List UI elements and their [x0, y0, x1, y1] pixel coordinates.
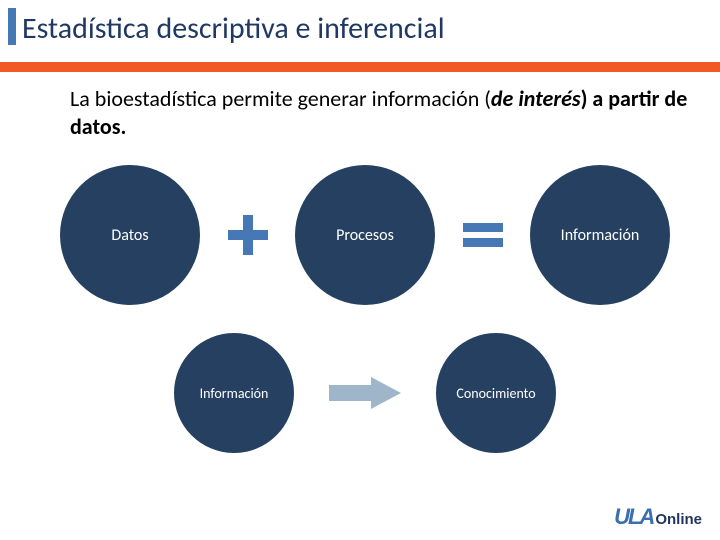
- intro-prefix: La bioestadística permite generar inform…: [70, 85, 491, 112]
- circle-conocimiento-label: Conocimiento: [456, 385, 535, 402]
- implication-row: Información Conocimiento: [60, 333, 670, 453]
- logo: ULA Online: [614, 504, 702, 530]
- slide-title-block: Estadística descriptiva e inferencial: [8, 8, 712, 45]
- circle-procesos-label: Procesos: [336, 226, 394, 245]
- intro-text: La bioestadística permite generar inform…: [70, 85, 700, 140]
- circle-informacion-2-label: Información: [200, 385, 269, 402]
- orange-divider: [0, 62, 720, 72]
- circle-procesos: Procesos: [295, 165, 435, 305]
- logo-main: ULA: [614, 504, 653, 530]
- circle-informacion-label: Información: [561, 226, 640, 245]
- equation-row: Datos Procesos Información: [60, 165, 670, 305]
- content-area: La bioestadística permite generar inform…: [70, 85, 700, 453]
- circle-informacion: Información: [530, 165, 670, 305]
- circle-datos: Datos: [60, 165, 200, 305]
- slide-title: Estadística descriptiva e inferencial: [22, 8, 445, 45]
- title-accent-bar: [8, 8, 16, 45]
- plus-icon: [226, 213, 270, 257]
- intro-italic: de interés: [491, 85, 581, 112]
- circle-conocimiento: Conocimiento: [436, 333, 556, 453]
- equals-icon: [461, 213, 505, 257]
- arrow-icon: [329, 375, 401, 411]
- logo-suffix: Online: [655, 511, 702, 528]
- circle-datos-label: Datos: [111, 226, 148, 245]
- circle-informacion-2: Información: [174, 333, 294, 453]
